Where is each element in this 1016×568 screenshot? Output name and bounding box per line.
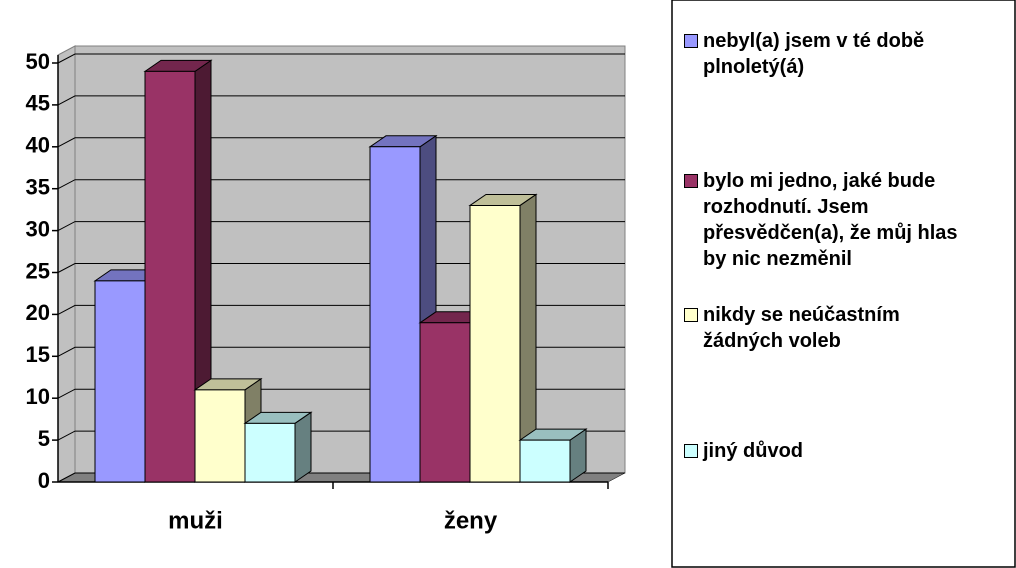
- grid-line: [57, 137, 625, 148]
- legend-label: nebyl(a) jsem v té době plnoletý(á): [703, 30, 925, 78]
- legend-label: bylo mi jedno, jaké bude rozhodnutí. Jse…: [703, 170, 958, 270]
- grid-line: [57, 95, 625, 106]
- y-tick-label: 40: [26, 133, 50, 158]
- y-tick-label: 20: [26, 300, 50, 325]
- bar: [468, 193, 538, 483]
- legend-item: jiný důvod: [684, 438, 974, 464]
- grid-line: [57, 53, 625, 64]
- bar-front: [144, 70, 196, 483]
- legend-swatch: [684, 444, 698, 458]
- legend-item: nebyl(a) jsem v té době plnoletý(á): [684, 28, 974, 80]
- legend-item: bylo mi jedno, jaké bude rozhodnutí. Jse…: [684, 168, 974, 272]
- x-tick-label: ženy: [444, 507, 498, 534]
- legend-swatch: [684, 34, 698, 48]
- legend-swatch: [684, 174, 698, 188]
- bar-front: [419, 322, 471, 483]
- bar-side: [294, 411, 312, 483]
- y-tick-label: 30: [26, 216, 50, 241]
- y-tick-label: 0: [38, 468, 50, 493]
- y-tick-label: 5: [38, 426, 50, 451]
- grid-line: [57, 179, 625, 190]
- legend-label: jiný důvod: [703, 440, 803, 462]
- side-wall: [57, 45, 76, 483]
- bar-front: [194, 389, 246, 483]
- bar-front: [94, 280, 146, 483]
- bar: [518, 428, 588, 483]
- legend-label: nikdy se neúčastním žádných voleb: [703, 304, 900, 352]
- y-tick-label: 15: [26, 342, 50, 367]
- legend-swatch: [684, 308, 698, 322]
- bar: [243, 411, 313, 483]
- bar: [143, 59, 213, 483]
- y-tick-label: 50: [26, 49, 50, 74]
- y-tick-label: 45: [26, 91, 50, 116]
- y-tick-label: 35: [26, 175, 50, 200]
- x-tick-label: muži: [168, 507, 223, 534]
- y-tick-label: 25: [26, 258, 50, 283]
- legend-box: [671, 0, 1016, 568]
- bar-front: [519, 439, 571, 483]
- grid-line: [57, 221, 625, 232]
- y-tick-label: 10: [26, 384, 50, 409]
- bar-front: [469, 204, 521, 483]
- grid-line: [57, 304, 625, 315]
- legend-item: nikdy se neúčastním žádných voleb: [684, 302, 974, 354]
- bar-front: [244, 422, 296, 483]
- grid-line: [57, 263, 625, 273]
- bar-front: [369, 146, 421, 483]
